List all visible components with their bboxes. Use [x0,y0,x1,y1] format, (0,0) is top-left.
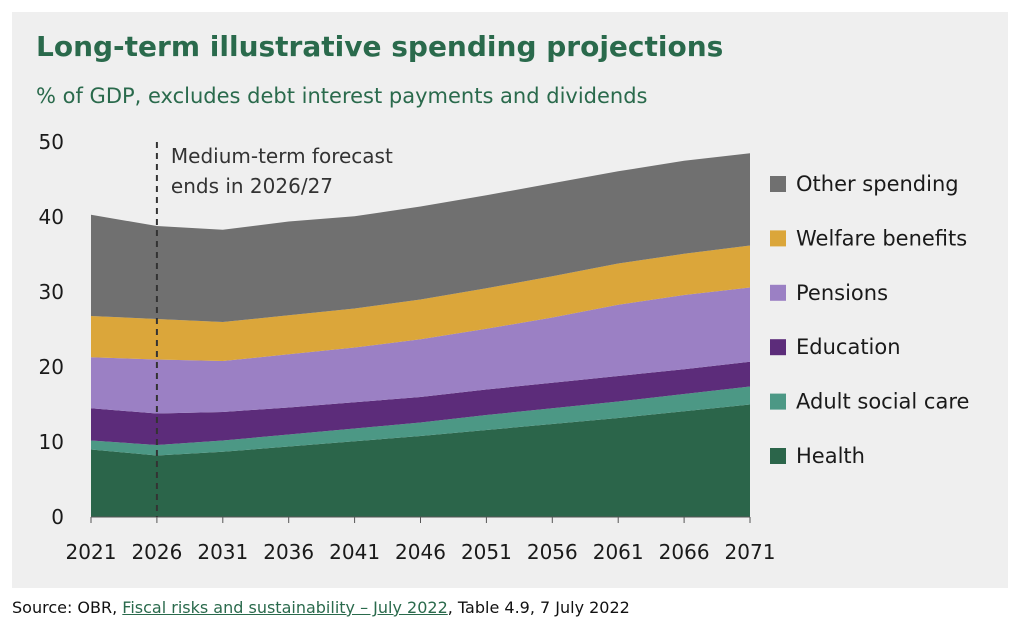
y-tick-label: 40 [39,205,64,229]
legend-swatch [770,284,786,301]
area-other-spending [91,153,750,322]
legend-item-health: Health [770,444,865,468]
x-tick-label: 2066 [659,540,710,564]
legend-label: Pensions [796,281,888,305]
chart-title: Long-term illustrative spending projecti… [36,30,724,63]
axes: 2021 2026 2031 2036 2041 2046 2051 2056 2061 2066… [39,130,776,564]
legend-swatch [770,230,786,247]
x-tick-label: 2051 [461,540,512,564]
legend: Other spending Welfare benefits Pensions Ed… [770,172,969,468]
area-adult-social-care [91,386,750,456]
y-tick-label: 20 [39,355,64,379]
x-tick-label: 2041 [329,540,380,564]
legend-swatch [770,339,786,356]
legend-label: Welfare benefits [796,226,967,250]
x-tick-label: 2061 [593,540,644,564]
x-tick-label: 2036 [263,540,314,564]
area-layers [91,153,750,517]
x-tick-label: 2046 [395,540,446,564]
area-pensions [91,287,750,414]
legend-swatch [770,393,786,410]
source-link[interactable]: Fiscal risks and sustainability – July 2… [122,598,448,617]
annotation-text: Medium-term forecast [171,144,393,168]
legend-item-other-spending: Other spending [770,172,959,196]
area-welfare-benefits [91,245,750,361]
source-suffix: , Table 4.9, 7 July 2022 [447,598,630,617]
y-tick-label: 50 [39,130,64,154]
y-tick-label: 0 [51,505,64,529]
x-tick-label: 2056 [527,540,578,564]
y-tick-label: 10 [39,430,64,454]
legend-label: Education [796,335,901,359]
y-tick-label: 30 [39,280,64,304]
legend-item-adult-social-care: Adult social care [770,390,969,414]
x-tick-label: 2021 [66,540,117,564]
x-tick-label: 2071 [725,540,776,564]
x-tick-label: 2031 [197,540,248,564]
chart-subtitle: % of GDP, excludes debt interest payment… [36,84,648,108]
area-education [91,361,750,445]
source-prefix: Source: OBR, [12,598,123,617]
legend-swatch [770,176,786,192]
forecast-annotation: Medium-term forecast ends in 2026/27 [155,142,393,517]
legend-label: Other spending [796,172,959,196]
area-health [91,404,750,517]
legend-item-welfare-benefits: Welfare benefits [770,226,967,250]
legend-swatch [770,448,786,464]
annotation-text: ends in 2026/27 [171,174,333,198]
legend-item-pensions: Pensions [770,281,888,305]
legend-label: Health [796,444,865,468]
x-tick-label: 2026 [131,540,182,564]
source-note: Source: OBR, Fiscal risks and sustainabi… [12,598,630,617]
legend-label: Adult social care [796,390,969,414]
legend-item-education: Education [770,335,901,359]
